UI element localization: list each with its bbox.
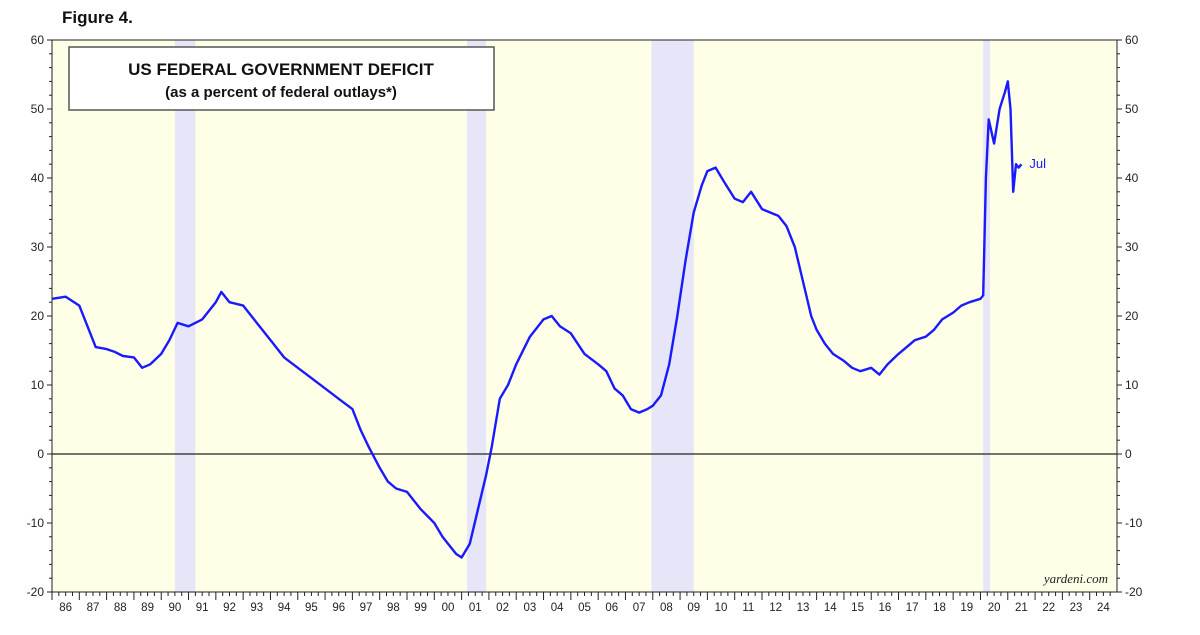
x-tick-label: 24 — [1097, 602, 1110, 614]
y-tick-label-left: 50 — [31, 102, 45, 116]
y-tick-label-left: 10 — [31, 378, 45, 392]
title-box: US FEDERAL GOVERNMENT DEFICIT (as a perc… — [68, 46, 495, 111]
y-tick-label-left: 0 — [37, 447, 44, 461]
chart-title: US FEDERAL GOVERNMENT DEFICIT — [128, 60, 434, 79]
x-tick-label: 20 — [988, 602, 1001, 614]
y-tick-label-right: 10 — [1125, 378, 1139, 392]
x-tick-label: 96 — [332, 602, 345, 614]
x-tick-label: 19 — [960, 602, 973, 614]
plot-background — [52, 40, 1117, 592]
title-box-border — [68, 46, 495, 111]
x-tick-label: 87 — [87, 602, 100, 614]
y-tick-label-left: 30 — [31, 240, 45, 254]
x-tick-label: 13 — [797, 602, 810, 614]
y-tick-label-right: -10 — [1125, 516, 1143, 530]
y-tick-label-right: 50 — [1125, 102, 1139, 116]
y-tick-label-left: 60 — [31, 33, 45, 47]
x-tick-label: 95 — [305, 602, 318, 614]
x-tick-label: 10 — [715, 602, 728, 614]
x-tick-label: 04 — [551, 602, 564, 614]
deficit-series-line — [51, 80, 1023, 559]
x-tick-label: 91 — [196, 602, 209, 614]
x-tick-label: 12 — [769, 602, 782, 614]
x-tick-label: 93 — [250, 602, 263, 614]
recession-band-1 — [174, 40, 196, 592]
x-tick-label: 22 — [1042, 602, 1055, 614]
recession-band-2 — [467, 40, 487, 592]
x-tick-label: 00 — [442, 602, 455, 614]
watermark: yardeni.com — [1042, 571, 1108, 586]
x-tick-label: 90 — [168, 602, 181, 614]
recession-band-4 — [983, 40, 991, 592]
y-tick-label-left: 40 — [31, 171, 45, 185]
x-tick-label: 01 — [469, 602, 482, 614]
recession-band-3 — [651, 40, 694, 592]
y-tick-label-right: 40 — [1125, 171, 1139, 185]
x-tick-label: 98 — [387, 602, 400, 614]
x-tick-label: 06 — [605, 602, 618, 614]
y-tick-label-right: -20 — [1125, 585, 1143, 599]
x-tick-label: 89 — [141, 602, 154, 614]
x-tick-label: 14 — [824, 602, 837, 614]
x-tick-label: 23 — [1070, 602, 1083, 614]
y-tick-label-right: 60 — [1125, 33, 1139, 47]
x-tick-label: 09 — [687, 602, 700, 614]
x-tick-label: 86 — [59, 602, 72, 614]
y-tick-label-right: 0 — [1125, 447, 1132, 461]
x-tick-label: 21 — [1015, 602, 1028, 614]
x-tick-label: 17 — [906, 602, 919, 614]
x-tick-label: 18 — [933, 602, 946, 614]
x-tick-label: 03 — [523, 602, 536, 614]
end-label-jul: Jul — [1029, 156, 1046, 171]
x-tick-label: 94 — [278, 602, 291, 614]
x-tick-label: 16 — [878, 602, 891, 614]
x-tick-label: 05 — [578, 602, 591, 614]
y-tick-label-left: -10 — [27, 516, 45, 530]
x-tick-label: 11 — [742, 602, 754, 614]
x-tick-label: 07 — [633, 602, 646, 614]
chart-subtitle: (as a percent of federal outlays*) — [165, 84, 397, 101]
x-tick-label: 08 — [660, 602, 673, 614]
figure-label: Figure 4. — [62, 8, 133, 27]
x-tick-label: 99 — [414, 602, 427, 614]
x-tick-label: 02 — [496, 602, 509, 614]
y-tick-label-right: 20 — [1125, 309, 1139, 323]
y-tick-label-right: 30 — [1125, 240, 1139, 254]
y-tick-label-left: -20 — [27, 585, 45, 599]
x-tick-label: 92 — [223, 602, 236, 614]
x-tick-label: 97 — [360, 602, 373, 614]
x-tick-label: 15 — [851, 602, 864, 614]
x-tick-label: 88 — [114, 602, 127, 614]
y-tick-label-left: 20 — [31, 309, 45, 323]
